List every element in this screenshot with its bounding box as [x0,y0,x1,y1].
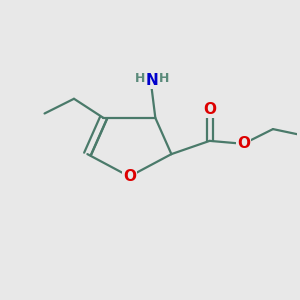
Text: H: H [135,72,145,85]
Text: H: H [159,72,169,85]
Text: O: O [203,102,216,117]
Text: O: O [123,169,136,184]
Text: O: O [237,136,250,151]
Text: N: N [146,73,159,88]
